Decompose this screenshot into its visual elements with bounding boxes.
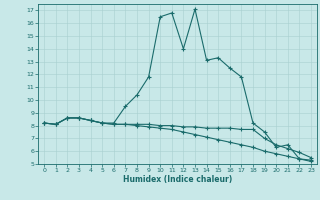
X-axis label: Humidex (Indice chaleur): Humidex (Indice chaleur) [123, 175, 232, 184]
